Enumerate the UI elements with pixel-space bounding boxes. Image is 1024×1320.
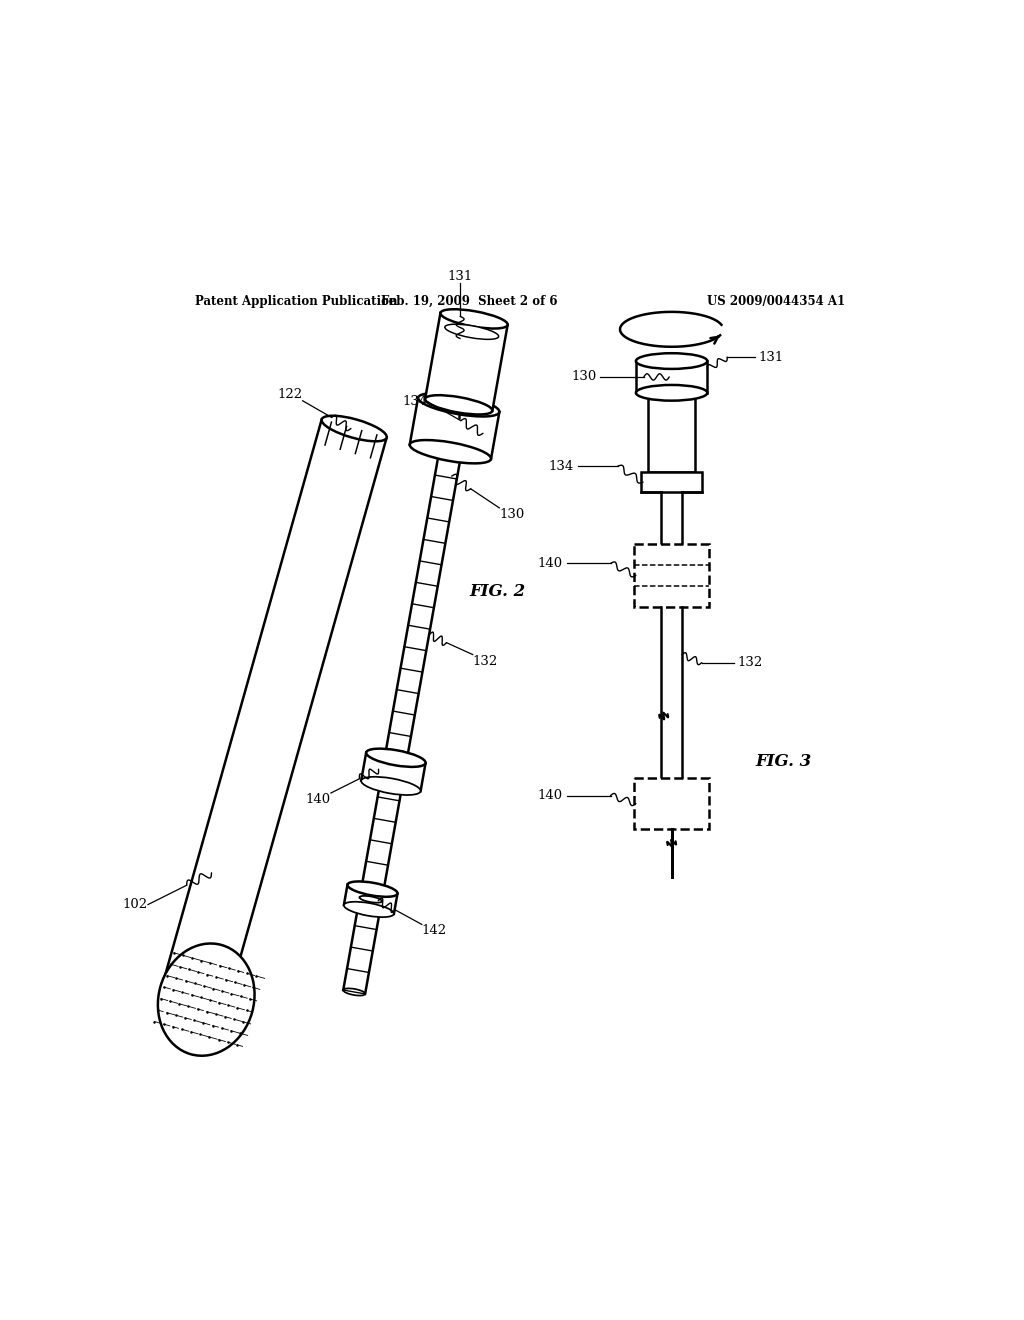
Polygon shape: [343, 411, 468, 994]
Ellipse shape: [359, 896, 382, 903]
Text: 130: 130: [500, 508, 524, 521]
Text: US 2009/0044354 A1: US 2009/0044354 A1: [708, 296, 846, 308]
Ellipse shape: [158, 944, 255, 1056]
Text: 122: 122: [278, 388, 303, 401]
Ellipse shape: [410, 440, 492, 463]
Text: 132: 132: [737, 656, 763, 669]
Ellipse shape: [425, 395, 493, 414]
Text: 140: 140: [306, 793, 331, 807]
Text: FIG. 3: FIG. 3: [755, 754, 811, 771]
Text: 140: 140: [538, 557, 563, 570]
Ellipse shape: [322, 416, 387, 441]
Ellipse shape: [367, 748, 426, 767]
Text: Feb. 19, 2009  Sheet 2 of 6: Feb. 19, 2009 Sheet 2 of 6: [381, 296, 557, 308]
Polygon shape: [410, 397, 500, 459]
Polygon shape: [641, 473, 701, 492]
Text: 132: 132: [473, 655, 498, 668]
Ellipse shape: [444, 325, 499, 339]
Ellipse shape: [636, 354, 708, 368]
Polygon shape: [344, 884, 397, 913]
Text: 131: 131: [759, 351, 784, 363]
Polygon shape: [163, 420, 387, 1001]
Ellipse shape: [347, 882, 397, 896]
Polygon shape: [634, 544, 709, 607]
Text: 134: 134: [402, 395, 427, 408]
Text: Patent Application Publication: Patent Application Publication: [196, 296, 398, 308]
Ellipse shape: [361, 776, 421, 795]
Text: 140: 140: [538, 789, 563, 803]
Text: FIG. 2: FIG. 2: [469, 582, 525, 599]
Text: 134: 134: [549, 459, 574, 473]
Polygon shape: [636, 362, 708, 393]
Polygon shape: [634, 777, 709, 829]
Ellipse shape: [418, 393, 500, 417]
Ellipse shape: [636, 385, 708, 401]
Polygon shape: [425, 313, 508, 411]
Polygon shape: [361, 752, 426, 791]
Text: 142: 142: [422, 924, 446, 937]
Text: 130: 130: [571, 371, 596, 383]
Ellipse shape: [440, 309, 508, 329]
Text: 102: 102: [123, 898, 148, 911]
Polygon shape: [648, 393, 695, 473]
Ellipse shape: [344, 902, 394, 917]
Text: 131: 131: [447, 271, 473, 282]
Ellipse shape: [343, 989, 366, 995]
